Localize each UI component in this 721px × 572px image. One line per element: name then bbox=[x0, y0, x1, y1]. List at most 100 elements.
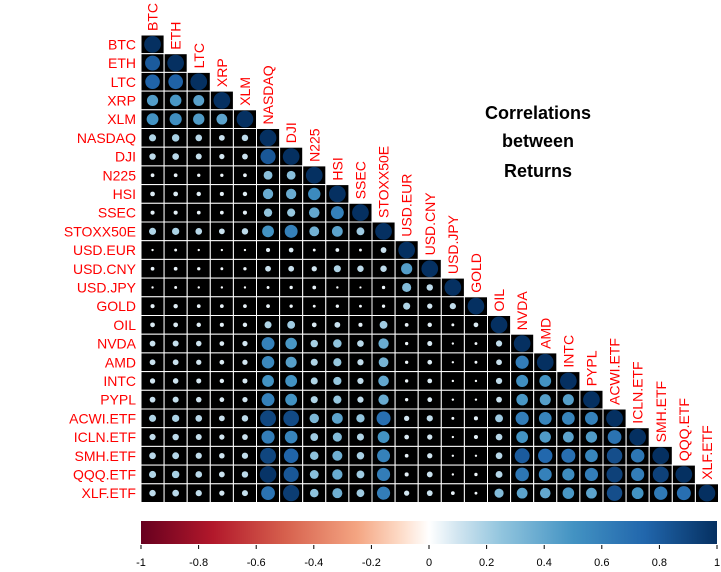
correlation-dot bbox=[584, 411, 598, 425]
column-label: USD.CNY bbox=[422, 192, 438, 256]
correlation-dot bbox=[261, 337, 275, 351]
correlation-dot bbox=[404, 397, 409, 402]
correlation-dot bbox=[381, 304, 386, 308]
row-label: ETH bbox=[108, 55, 136, 71]
correlation-dot bbox=[173, 173, 178, 178]
correlation-dot bbox=[145, 55, 161, 71]
correlation-dot bbox=[145, 74, 160, 90]
correlation-dot bbox=[421, 260, 439, 278]
correlation-dot bbox=[474, 491, 478, 495]
colorbar: -1 -0.8 -0.6 -0.4 -0.2 0 0.2 0.4 0.6 0.8 1 bbox=[136, 521, 720, 569]
correlation-dot bbox=[331, 412, 343, 424]
correlation-dot bbox=[172, 414, 180, 422]
correlation-dot bbox=[218, 228, 225, 235]
correlation-dot bbox=[284, 224, 298, 238]
correlation-dot bbox=[333, 339, 342, 348]
correlation-dot bbox=[515, 467, 529, 482]
correlation-dot bbox=[288, 247, 294, 253]
correlation-dot bbox=[173, 210, 178, 215]
correlation-dot bbox=[378, 338, 389, 349]
correlation-dot bbox=[380, 247, 387, 253]
correlation-dot bbox=[146, 113, 159, 126]
correlation-dot bbox=[196, 191, 201, 197]
correlation-dot bbox=[312, 248, 316, 252]
correlation-dot bbox=[403, 302, 411, 310]
correlation-dot bbox=[286, 188, 297, 200]
correlation-dot bbox=[149, 452, 156, 460]
correlation-dot bbox=[675, 466, 693, 483]
correlation-dot bbox=[174, 286, 178, 289]
correlation-dot bbox=[631, 487, 644, 500]
correlation-dot bbox=[606, 466, 623, 483]
correlation-dot bbox=[311, 322, 317, 328]
correlation-dot bbox=[427, 378, 433, 384]
correlation-dot bbox=[172, 489, 179, 497]
correlation-dot bbox=[216, 113, 228, 125]
correlation-dot bbox=[513, 335, 531, 352]
correlation-dot bbox=[514, 448, 530, 464]
correlation-dot bbox=[284, 430, 298, 444]
correlation-dot bbox=[333, 358, 342, 367]
correlation-dot bbox=[197, 267, 201, 271]
correlation-dot bbox=[197, 173, 201, 177]
column-label: INTC bbox=[560, 335, 576, 368]
correlation-dot bbox=[352, 204, 369, 221]
correlation-dot bbox=[150, 266, 155, 271]
correlation-dot bbox=[149, 134, 157, 142]
correlation-dot bbox=[193, 94, 205, 106]
correlation-dot bbox=[219, 322, 224, 327]
correlation-dot bbox=[261, 486, 275, 501]
correlation-dot bbox=[378, 357, 389, 368]
row-label: NVDA bbox=[97, 336, 137, 352]
correlation-dot bbox=[171, 134, 180, 142]
correlation-dot bbox=[357, 396, 364, 403]
correlation-dot bbox=[359, 304, 362, 308]
correlation-dot bbox=[242, 397, 248, 403]
correlation-dot bbox=[173, 191, 179, 197]
row-label: INTC bbox=[103, 373, 136, 389]
correlation-dot bbox=[584, 467, 599, 482]
column-label: SMH.ETF bbox=[653, 381, 669, 442]
correlation-dot bbox=[282, 148, 300, 165]
row-label: PYPL bbox=[100, 392, 136, 408]
correlation-dot bbox=[427, 303, 433, 309]
row-label: XLF.ETF bbox=[82, 485, 136, 501]
column-label: XLM bbox=[237, 77, 253, 106]
correlation-dot bbox=[283, 410, 299, 427]
row-label: XLM bbox=[107, 111, 136, 127]
correlation-dot bbox=[243, 267, 247, 271]
correlation-dot bbox=[219, 378, 225, 384]
correlation-dot bbox=[172, 433, 179, 441]
correlation-dot bbox=[196, 304, 201, 309]
column-label: AMD bbox=[537, 318, 553, 349]
correlation-dot bbox=[629, 428, 647, 446]
correlation-dot bbox=[261, 430, 275, 444]
column-label: QQQ.ETF bbox=[676, 398, 692, 461]
correlation-dot bbox=[283, 448, 299, 464]
correlation-dot bbox=[473, 416, 478, 421]
column-label: SSEC bbox=[352, 161, 368, 199]
correlation-dot bbox=[359, 248, 362, 252]
column-label: GOLD bbox=[468, 253, 484, 293]
correlation-dot bbox=[241, 228, 249, 235]
colorbar-tick-label: -0.2 bbox=[362, 557, 381, 569]
correlation-dot bbox=[219, 434, 225, 440]
colorbar-tick-label: -0.4 bbox=[304, 557, 323, 569]
row-label: BTC bbox=[108, 36, 136, 52]
correlation-dot bbox=[426, 415, 433, 422]
correlation-dot bbox=[263, 170, 273, 180]
correlation-dot bbox=[376, 467, 391, 482]
colorbar-ticks: -1 -0.8 -0.6 -0.4 -0.2 0 0.2 0.4 0.6 0.8 1 bbox=[136, 545, 720, 569]
colorbar-tick-label: 0 bbox=[426, 557, 432, 569]
correlation-dot bbox=[451, 473, 455, 476]
correlation-dot bbox=[606, 485, 623, 501]
correlation-dot bbox=[150, 210, 155, 215]
correlation-dot bbox=[377, 449, 391, 463]
correlation-dot bbox=[562, 487, 575, 499]
correlation-dot bbox=[219, 210, 224, 215]
correlation-dot bbox=[260, 148, 276, 165]
correlation-dot bbox=[311, 266, 317, 272]
correlation-dot bbox=[310, 433, 319, 441]
correlation-dot bbox=[331, 225, 343, 237]
row-label: USD.JPY bbox=[77, 279, 137, 295]
